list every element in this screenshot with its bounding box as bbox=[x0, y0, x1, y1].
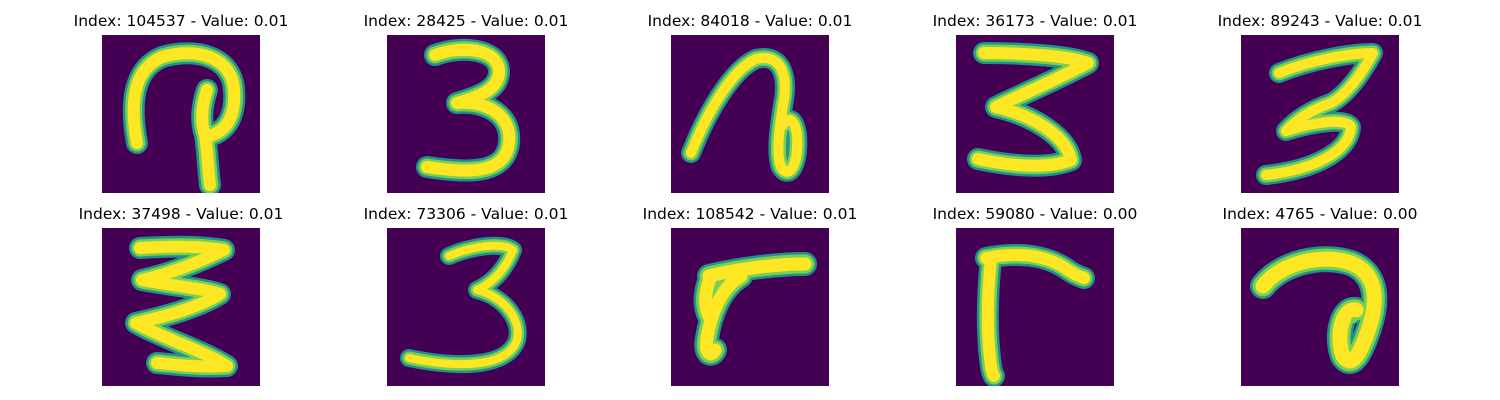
digit-image bbox=[956, 35, 1114, 193]
digit-glyph bbox=[400, 236, 527, 373]
digit-image bbox=[102, 228, 260, 386]
digit-image bbox=[387, 35, 545, 193]
digit-glyph bbox=[416, 38, 521, 182]
digit-glyph bbox=[681, 48, 808, 182]
digit-glyph bbox=[1250, 246, 1388, 374]
panel-title: Index: 104537 - Value: 0.01 bbox=[73, 12, 289, 30]
panel-title: Index: 4765 - Value: 0.00 bbox=[1222, 205, 1418, 223]
panel-title: Index: 108542 - Value: 0.01 bbox=[642, 205, 858, 223]
digit-image bbox=[1241, 35, 1399, 193]
digit-glyph bbox=[975, 243, 1095, 386]
panel-title: Index: 36173 - Value: 0.01 bbox=[932, 12, 1138, 30]
panel-title: Index: 84018 - Value: 0.01 bbox=[647, 12, 853, 30]
digit-image bbox=[956, 228, 1114, 386]
panel-title: Index: 28425 - Value: 0.01 bbox=[363, 12, 569, 30]
digit-image bbox=[671, 228, 829, 386]
panel-title: Index: 89243 - Value: 0.01 bbox=[1217, 12, 1423, 30]
panel-title: Index: 59080 - Value: 0.00 bbox=[932, 205, 1138, 223]
digit-image bbox=[102, 35, 260, 193]
digit-image bbox=[387, 228, 545, 386]
digit-glyph bbox=[693, 252, 817, 366]
panel-title: Index: 73306 - Value: 0.01 bbox=[363, 205, 569, 223]
digit-glyph bbox=[125, 235, 238, 378]
digit-glyph bbox=[122, 42, 246, 193]
panel-title: Index: 37498 - Value: 0.01 bbox=[78, 205, 284, 223]
digit-image bbox=[671, 35, 829, 193]
digit-glyph bbox=[967, 42, 1099, 177]
digit-glyph bbox=[1256, 43, 1383, 185]
digit-image bbox=[1241, 228, 1399, 386]
